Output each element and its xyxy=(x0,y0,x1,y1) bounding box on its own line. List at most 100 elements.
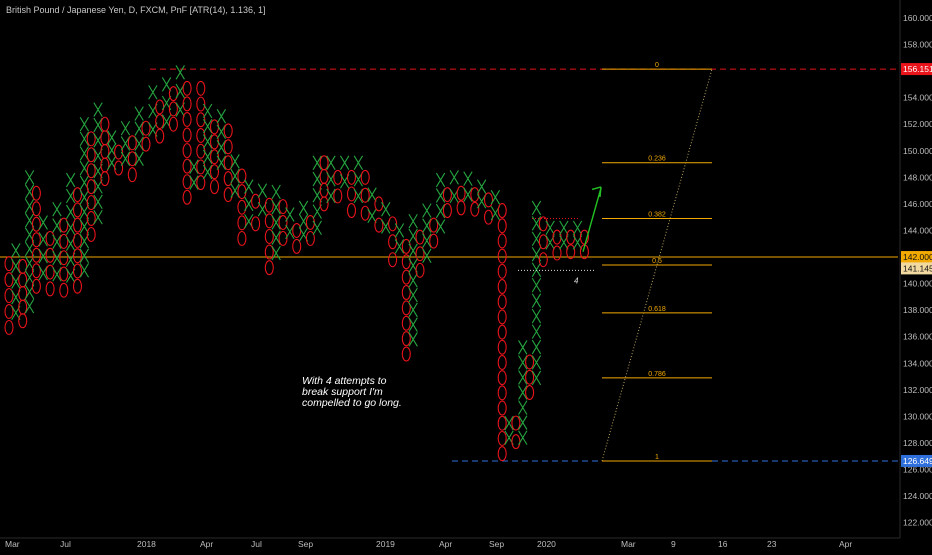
o-box xyxy=(196,175,206,191)
x-box xyxy=(202,103,213,119)
o-box xyxy=(264,213,274,229)
x-box xyxy=(531,324,542,339)
y-tick-label: 148.000 xyxy=(903,172,932,182)
x-box xyxy=(79,248,90,263)
o-box xyxy=(141,120,151,136)
x-box xyxy=(422,248,432,263)
fibonacci-retracement[interactable]: 0 0.236 0.382 0.5 0.618 0.786 1 xyxy=(601,62,713,462)
x-box xyxy=(518,370,528,385)
x-tick-label: Sep xyxy=(298,539,313,549)
o-box xyxy=(401,300,411,316)
x-box xyxy=(79,263,90,278)
y-tick-label: 140.000 xyxy=(903,279,932,289)
o-box xyxy=(497,233,507,249)
o-column xyxy=(470,187,480,217)
o-box xyxy=(45,264,55,280)
x-column xyxy=(518,340,528,445)
o-box xyxy=(45,281,55,297)
price-tag-label: 141.145 xyxy=(903,263,932,273)
x-box xyxy=(271,199,281,215)
fib-level-label: 0.5 xyxy=(652,258,662,265)
o-box xyxy=(470,201,480,217)
o-box xyxy=(237,230,247,246)
o-column xyxy=(360,169,370,221)
o-box xyxy=(182,143,192,159)
y-tick-label: 158.000 xyxy=(903,40,932,50)
o-box xyxy=(456,200,466,216)
o-box xyxy=(72,217,83,233)
x-box xyxy=(161,77,172,92)
annotation-line: compelled to go long. xyxy=(302,397,402,409)
o-box xyxy=(552,245,562,261)
x-box xyxy=(93,209,103,225)
x-box xyxy=(422,233,432,248)
x-tick-label: 16 xyxy=(718,539,728,549)
x-box xyxy=(134,151,144,166)
o-box xyxy=(4,272,14,288)
fib-level-label: 0 xyxy=(655,62,659,69)
x-box xyxy=(216,109,227,124)
o-box xyxy=(401,269,411,285)
y-tick-label: 136.000 xyxy=(903,332,932,342)
o-box xyxy=(59,217,69,233)
o-box xyxy=(72,202,83,218)
o-box xyxy=(552,229,562,245)
x-box xyxy=(52,250,62,266)
time-axis: Mar Jul 2018 Apr Jul Sep 2019 Apr Sep 2020 Mar 9 16 2… xyxy=(0,537,900,549)
x-box xyxy=(408,273,418,288)
x-column xyxy=(504,415,514,445)
x-column xyxy=(531,200,542,386)
x-box xyxy=(11,258,21,274)
o-box xyxy=(292,238,302,254)
x-box xyxy=(52,218,62,233)
o-box xyxy=(360,187,370,203)
x-column xyxy=(353,155,364,204)
o-column xyxy=(31,185,41,294)
o-box xyxy=(18,313,28,329)
x-box xyxy=(230,154,240,169)
o-box xyxy=(497,385,507,401)
x-box xyxy=(120,136,131,151)
o-box xyxy=(72,263,83,279)
x-box xyxy=(189,159,199,174)
x-column xyxy=(339,155,350,189)
x-tick-label: 23 xyxy=(767,539,777,549)
x-box xyxy=(408,317,418,332)
o-box xyxy=(196,143,206,159)
fib-level-label: 0.618 xyxy=(648,306,666,313)
o-box xyxy=(251,193,261,209)
o-box xyxy=(4,256,14,272)
o-box xyxy=(45,247,55,263)
o-column xyxy=(525,354,535,401)
o-box xyxy=(31,232,41,248)
o-box xyxy=(401,238,411,254)
o-box xyxy=(305,230,315,246)
x-column xyxy=(463,171,473,202)
x-box xyxy=(326,155,336,170)
x-box xyxy=(408,213,418,229)
o-box xyxy=(72,248,83,264)
x-box xyxy=(271,184,281,200)
x-box xyxy=(189,175,199,190)
x-box xyxy=(435,172,446,188)
x-column xyxy=(11,243,21,321)
o-box xyxy=(566,229,576,245)
x-box xyxy=(230,168,240,184)
o-box xyxy=(86,163,96,179)
o-box xyxy=(196,159,206,175)
x-box xyxy=(216,155,227,170)
o-box xyxy=(319,155,329,171)
o-box xyxy=(86,147,96,163)
o-box xyxy=(86,195,96,211)
x-box xyxy=(148,85,158,100)
x-box xyxy=(271,230,281,246)
o-box xyxy=(127,135,137,151)
x-box xyxy=(216,124,227,139)
o-column xyxy=(346,169,357,219)
o-box xyxy=(346,169,357,185)
x-box xyxy=(120,120,131,136)
o-box xyxy=(497,279,507,295)
x-box xyxy=(285,207,295,222)
x-box xyxy=(367,208,377,224)
